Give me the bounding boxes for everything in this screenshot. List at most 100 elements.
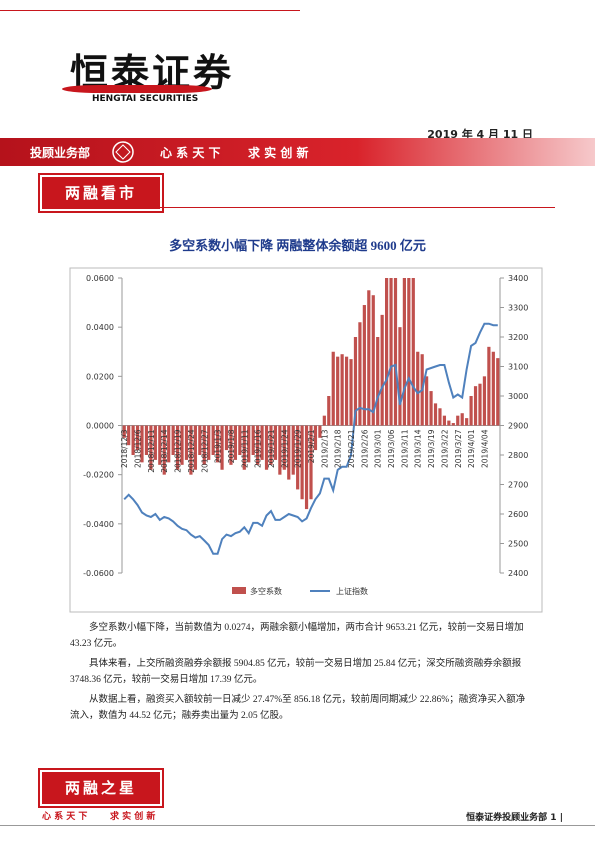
bar [447, 420, 451, 426]
bar [202, 425, 206, 465]
bar [393, 278, 398, 426]
bar [256, 425, 260, 465]
bar [296, 425, 300, 490]
x-tick-label: 2019/2/18 [334, 429, 343, 468]
y-tick-label: -0.0400 [83, 520, 114, 529]
x-tick-label: 2019/2/1 [307, 429, 316, 463]
bar [407, 278, 411, 426]
bar [465, 418, 469, 426]
x-tick-label: 2018/12/14 [160, 429, 169, 472]
bar [269, 425, 273, 465]
bar [380, 314, 384, 426]
slogan-2: 求 实 创 新 [248, 146, 309, 160]
bar [260, 425, 264, 460]
line [123, 322, 498, 555]
bar [353, 337, 358, 426]
top-rule [0, 10, 300, 11]
paragraph: 具体来看，上交所融资融券余额报 5904.85 亿元，较前一交易日增加 25.8… [70, 659, 522, 685]
bar [216, 425, 220, 463]
bar [344, 356, 349, 426]
bar [416, 351, 420, 426]
x-tick-label: 2019/3/22 [440, 429, 449, 468]
bar [451, 423, 455, 426]
bar [429, 391, 433, 426]
bar [487, 346, 491, 426]
bar [376, 337, 380, 426]
footer-tab: 两融之星 [38, 768, 164, 808]
y2-tick-label: 2700 [508, 481, 528, 490]
x-tick-label: 2019/1/3 [214, 429, 223, 463]
bar [229, 425, 233, 465]
bar [193, 425, 197, 470]
x-tick-label: 2019/1/29 [294, 429, 303, 468]
bar [460, 413, 464, 426]
x-tick-label: 2018/12/11 [147, 429, 156, 472]
bar [153, 425, 157, 460]
bar [220, 425, 224, 470]
bar [478, 383, 482, 426]
bar [300, 425, 304, 500]
logo-swoosh [62, 85, 212, 93]
bar [398, 327, 402, 426]
y2-tick-label: 2900 [508, 422, 528, 431]
bar [456, 415, 460, 426]
y2-tick-label: 3300 [508, 304, 528, 313]
bar [402, 278, 406, 426]
y-tick-label: -0.0200 [83, 471, 114, 480]
bar [318, 425, 322, 438]
bar [309, 425, 313, 500]
bar [473, 386, 478, 426]
bar [211, 425, 215, 455]
page-note: 恒泰证券投顾业务部 1 | [466, 813, 563, 823]
section-rule [160, 207, 555, 208]
legend-label: 上证指数 [336, 586, 368, 596]
x-tick-label: 2019/2/13 [320, 429, 329, 468]
y2-tick-label: 2800 [508, 451, 528, 460]
bar [247, 425, 251, 463]
y-tick-label: 0.0600 [86, 274, 114, 283]
bar [491, 351, 495, 426]
x-tick-label: 2018/12/19 [174, 429, 183, 472]
bar [389, 278, 393, 426]
bar [496, 358, 500, 426]
bar [171, 425, 175, 455]
x-tick-label: 2019/3/01 [374, 429, 383, 468]
bar [149, 425, 153, 470]
slogan-1: 心 系 天 下 [160, 146, 221, 160]
bar [131, 425, 135, 455]
bar [469, 396, 473, 426]
x-tick-label: 2018/12/3 [120, 429, 129, 468]
bar [304, 425, 309, 510]
bar [291, 425, 295, 475]
bar [278, 425, 282, 475]
y2-tick-label: 3100 [508, 363, 528, 372]
x-tick-label: 2019/3/06 [387, 429, 396, 468]
x-tick-label: 2019/2/26 [360, 429, 369, 468]
x-tick-label: 2019/1/8 [227, 429, 236, 463]
bar [336, 356, 340, 426]
bar [331, 351, 335, 426]
bar [349, 359, 353, 426]
bar [180, 425, 184, 465]
logo-en: HENGTAI SECURITIES [92, 94, 199, 104]
bar [233, 425, 237, 460]
y-tick-label: -0.0600 [83, 569, 114, 578]
x-tick-label: 2018/12/6 [134, 429, 143, 468]
bar [282, 425, 286, 470]
bar [198, 425, 202, 455]
section-tab: 两融看市 [38, 173, 164, 213]
bar [224, 425, 229, 451]
bar [184, 425, 189, 460]
x-tick-label: 2018/12/24 [187, 429, 196, 472]
y-tick-label: 0.0000 [86, 422, 114, 431]
emblem [112, 141, 134, 163]
x-tick-label: 2019/2/21 [347, 429, 356, 468]
bar [358, 322, 362, 426]
bar [313, 425, 318, 451]
x-tick-label: 2019/1/11 [240, 429, 249, 468]
paragraph: 多空系数小幅下降，当前数值为 0.0274，两融余额小幅增加，两市合计 9653… [70, 623, 524, 649]
bar [362, 305, 366, 426]
bar [438, 408, 442, 426]
bar [251, 425, 255, 455]
